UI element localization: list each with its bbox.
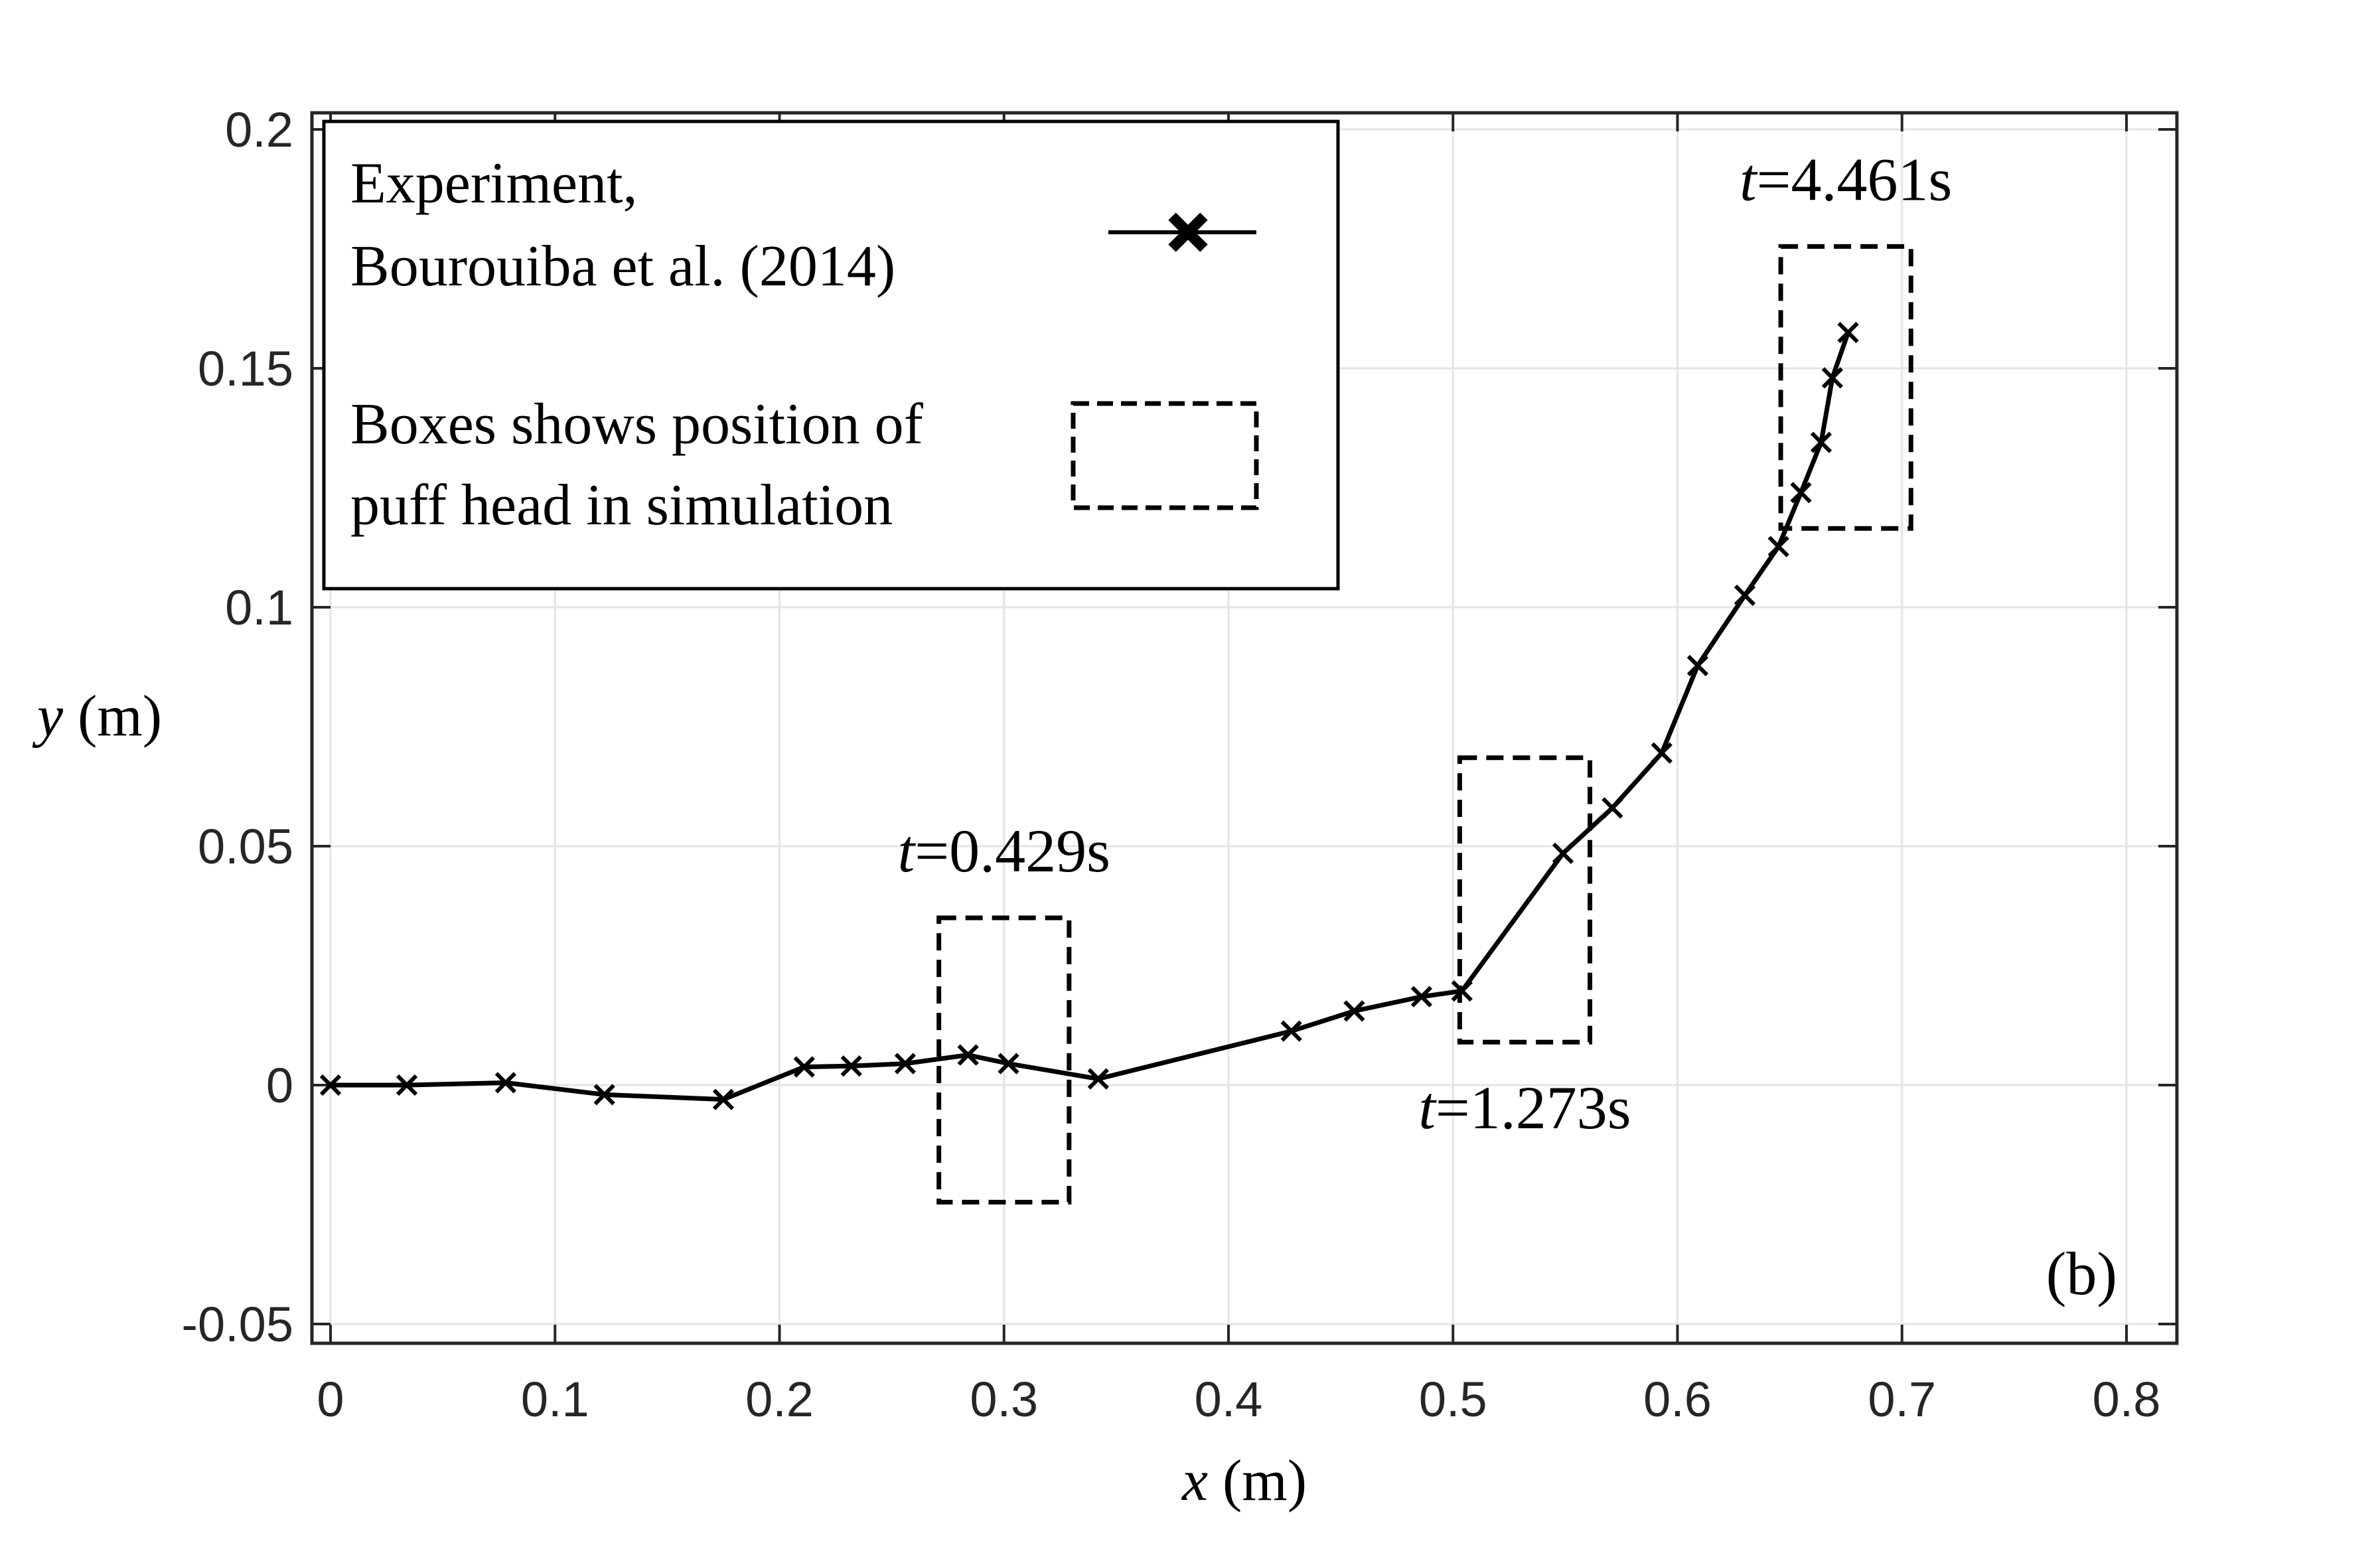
data-point-marker	[894, 1053, 917, 1074]
data-point-marker	[1821, 367, 1844, 389]
data-point-marker	[1280, 1020, 1302, 1042]
x-tick-label: 0.4	[1195, 1372, 1263, 1427]
puff-head-boxes	[936, 244, 1913, 1205]
puff-head-box	[936, 915, 1072, 1205]
data-point-marker	[1810, 431, 1832, 453]
x-tick-label: 0.7	[1868, 1372, 1936, 1427]
data-point-marker	[998, 1053, 1019, 1074]
data-point-marker	[1601, 797, 1623, 819]
legend: Experiment, Bourouiba et al. (2014) Boxe…	[322, 119, 1340, 591]
data-point-marker	[1790, 482, 1812, 504]
y-tick-label: 0.15	[198, 341, 293, 396]
data-point-marker	[1343, 1000, 1365, 1022]
data-point-marker	[793, 1056, 815, 1078]
data-point-marker	[494, 1072, 516, 1094]
puff-head-box	[1457, 755, 1593, 1045]
data-point-marker	[1837, 321, 1859, 344]
x-tick-label: 0.3	[970, 1372, 1038, 1427]
data-point-marker	[1734, 584, 1756, 607]
data-point-marker	[319, 1074, 342, 1096]
x-tick-label: 0.6	[1643, 1372, 1712, 1427]
legend-box	[322, 119, 1340, 591]
legend-entry-1-line-2: Bourouiba et al. (2014)	[350, 234, 895, 299]
legend-entry-2-line-1: Boxes shows position of	[350, 392, 924, 457]
time-annotation: t=1.273s	[1418, 1074, 1631, 1142]
x-tick-label: 0.2	[745, 1372, 814, 1427]
data-point-marker	[1087, 1068, 1109, 1090]
time-annotation: t=0.429s	[898, 817, 1110, 885]
x-tick-label: 0.8	[2093, 1372, 2161, 1427]
panel-label: (b)	[2046, 1240, 2117, 1307]
plot-frame	[310, 111, 2179, 1345]
x-tick-label: 0.1	[521, 1372, 589, 1427]
data-point-marker	[1686, 654, 1709, 676]
y-tick-label: 0.2	[225, 102, 293, 157]
y-tick-label: -0.05	[181, 1297, 293, 1352]
time-annotation: t=4.461s	[1740, 145, 1952, 213]
x-tick-label: 0	[317, 1372, 344, 1427]
series-layer	[319, 321, 1859, 1110]
axis-ticks: 0 0.1 0.2 0.3 0.4 0.5 0.6 0.7 0.8 -0.05 0 0.05 0.1 0.…	[181, 102, 2177, 1427]
y-tick-label: 0.05	[198, 819, 293, 874]
data-point-marker	[1767, 536, 1789, 557]
data-point-marker	[593, 1084, 615, 1106]
data-point-marker	[396, 1074, 418, 1096]
data-point-marker	[957, 1044, 979, 1066]
x-axis-label: x (m)	[1181, 1449, 1307, 1513]
legend-entry-1-line-1: Experiment,	[350, 151, 638, 216]
data-point-marker	[1410, 986, 1433, 1007]
data-point-marker	[1451, 980, 1473, 1002]
data-point-marker	[712, 1088, 735, 1110]
legend-entry-2-line-2: puff head in simulation	[350, 473, 893, 538]
legend-line-x-marker	[1108, 212, 1256, 252]
y-axis-label: y (m)	[32, 684, 162, 749]
data-point-marker	[1651, 742, 1673, 764]
puff-head-box	[1778, 244, 1913, 531]
y-tick-label: 0.1	[225, 580, 293, 635]
y-tick-label: 0	[266, 1058, 293, 1113]
data-point-marker	[1552, 842, 1574, 864]
legend-x-marker	[1168, 212, 1208, 252]
x-tick-label: 0.5	[1419, 1372, 1487, 1427]
data-point-marker	[840, 1055, 862, 1077]
box-annotations: t=0.429s t=1.273s t=4.461s	[898, 145, 1953, 1142]
